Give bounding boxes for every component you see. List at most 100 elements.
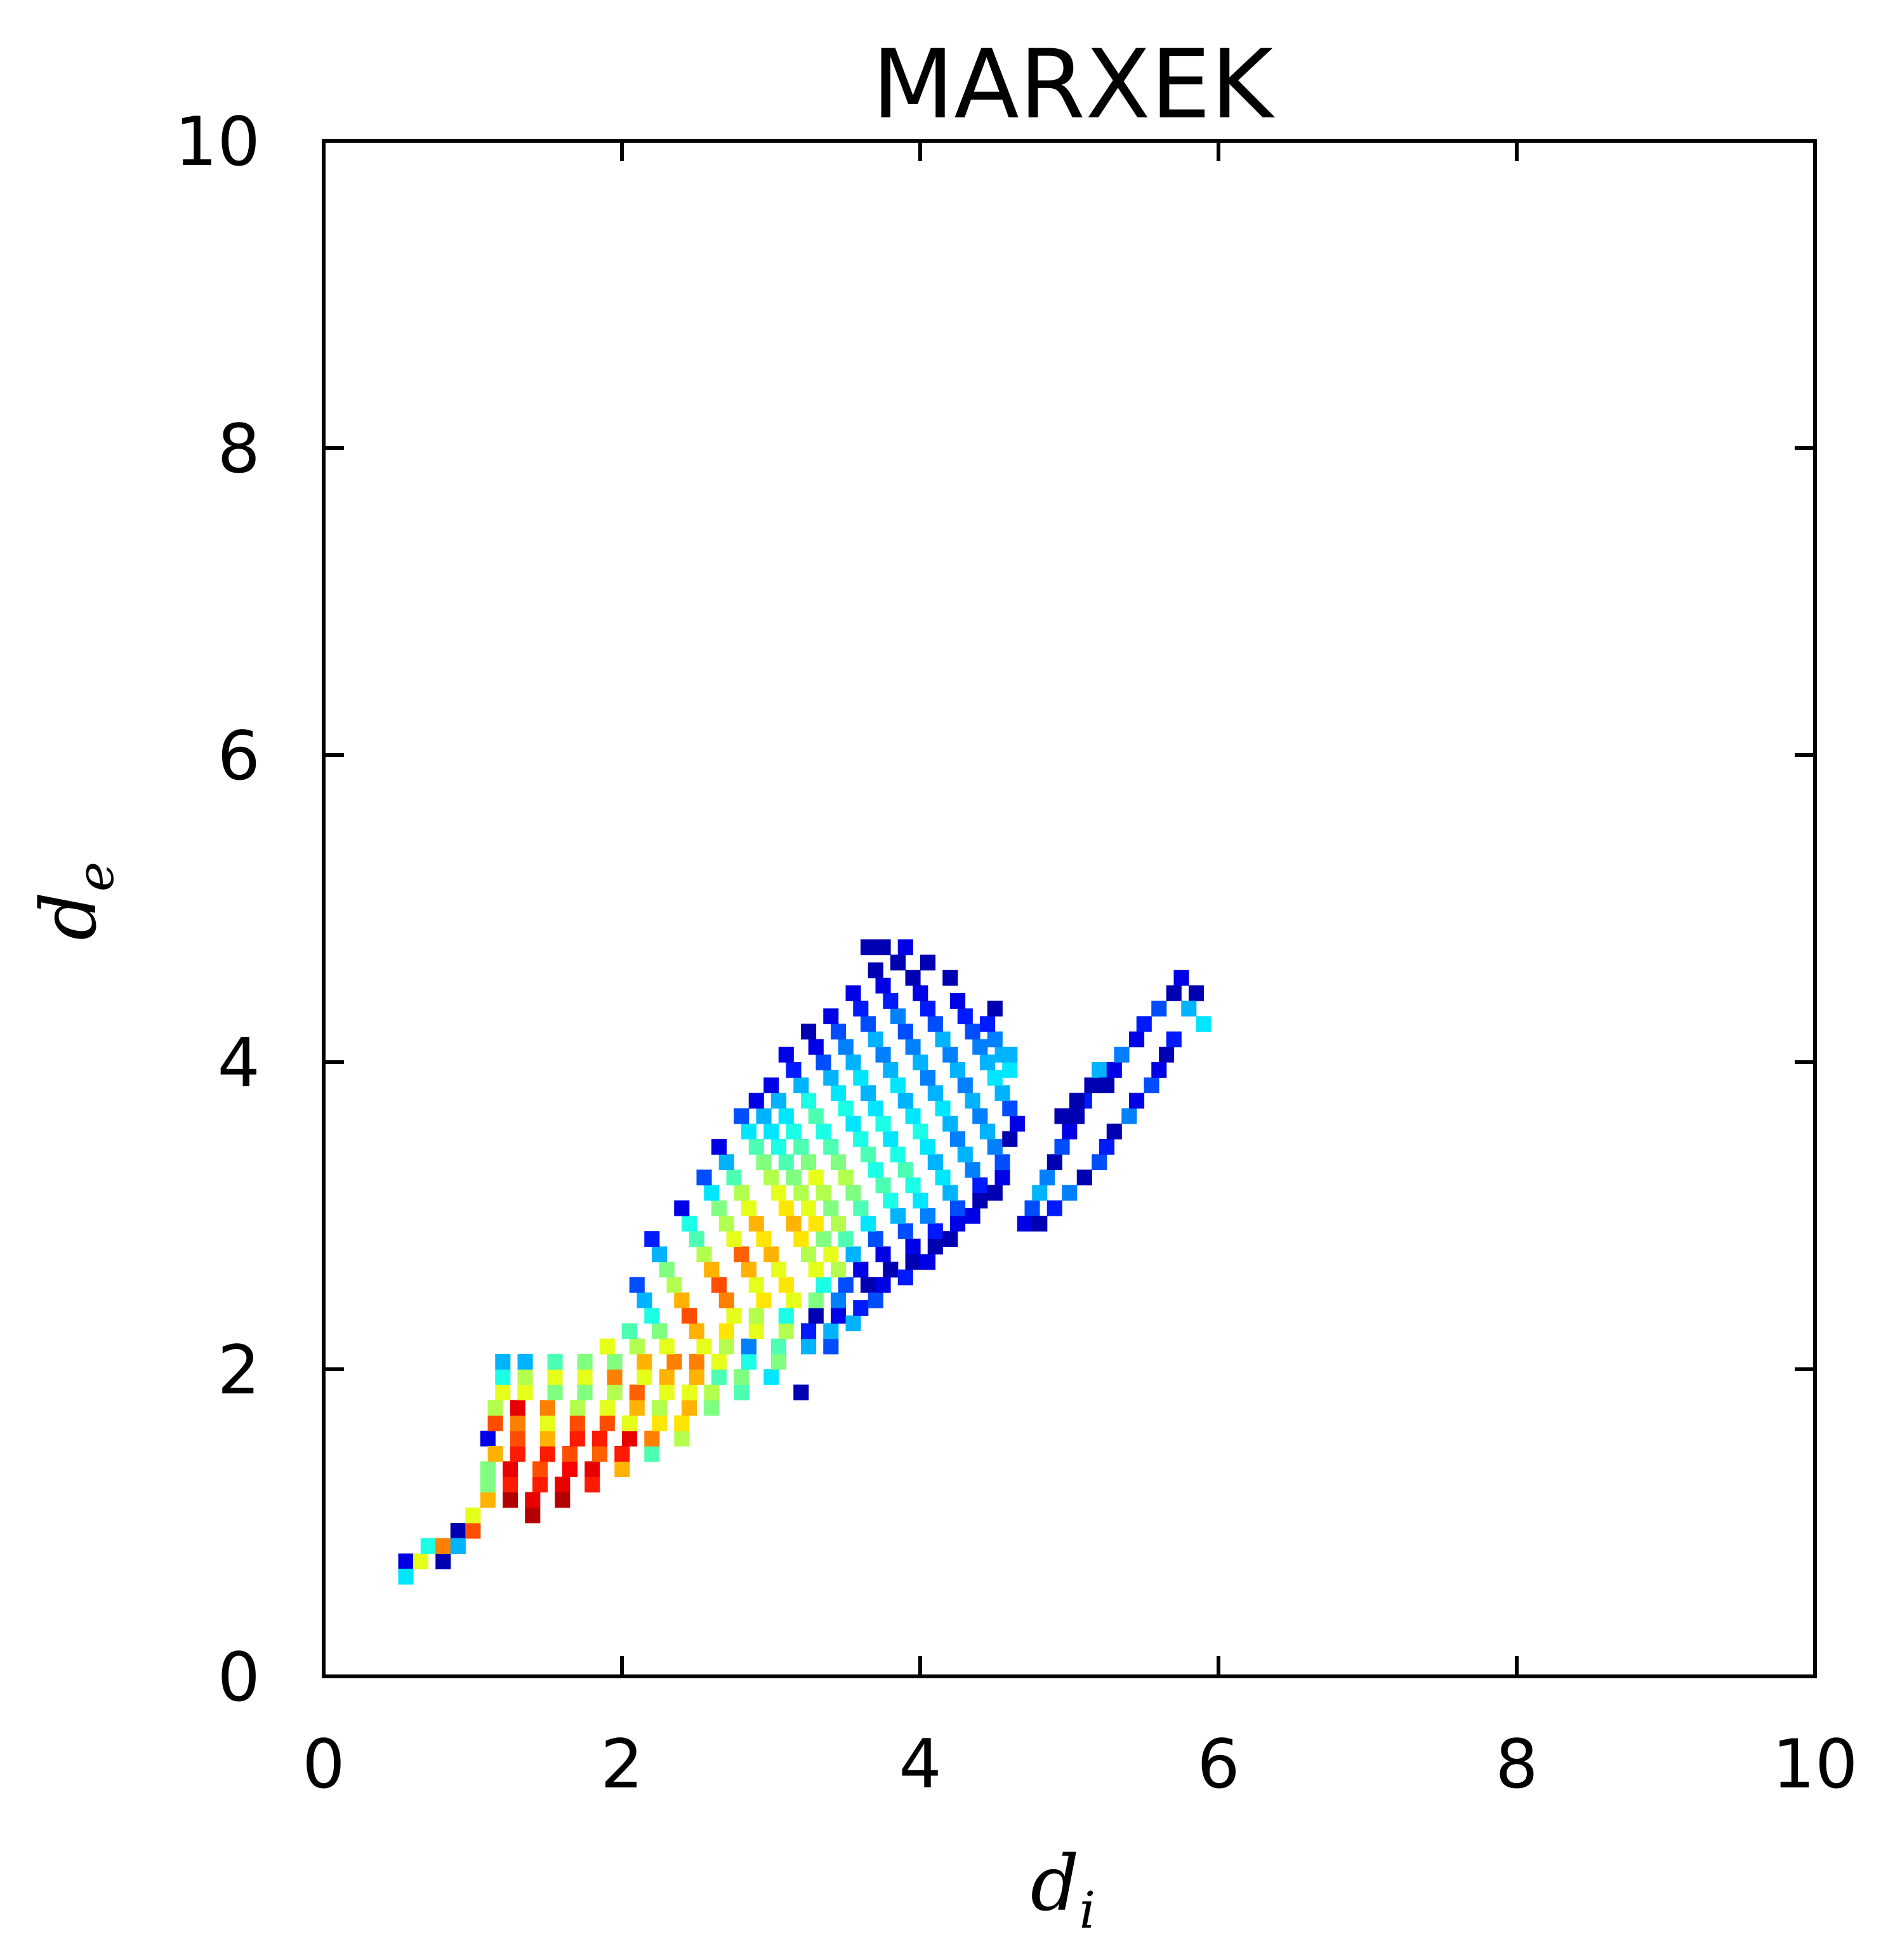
heatmap-cell [696,1338,712,1355]
heatmap-cell [786,1292,802,1308]
heatmap-cell [510,1446,525,1462]
y-axis-label-sub: e [66,862,125,891]
heatmap-cell [622,1323,638,1339]
heatmap-cell [972,1108,988,1124]
heatmap-cell [808,1169,824,1186]
heatmap-cell [682,1216,697,1232]
heatmap-cell [927,1154,943,1170]
heatmap-cell [734,1185,749,1201]
heatmap-cell [786,1123,802,1140]
heatmap-cell [607,1384,623,1400]
heatmap-cell [659,1261,675,1278]
heatmap-cell [487,1446,503,1462]
heatmap-cell [1189,985,1205,1001]
heatmap-cell [897,1223,913,1239]
heatmap-cell [778,1108,794,1124]
heatmap-cell [748,1308,764,1324]
heatmap-cell [801,1323,817,1339]
heatmap-cell [875,1177,891,1194]
heatmap-cell [682,1308,697,1324]
heatmap-cell [682,1400,697,1416]
heatmap-cell [622,1430,638,1447]
heatmap-cell [674,1292,690,1308]
heatmap-cell [920,1139,936,1155]
heatmap-cell [584,1477,600,1493]
heatmap-cell [845,1246,861,1263]
heatmap-cell [987,1185,1003,1201]
heatmap-cell [562,1461,578,1477]
heatmap-cell [1106,1123,1122,1140]
heatmap-cell [920,1070,936,1086]
heatmap-cell [614,1461,630,1477]
heatmap-cell [689,1231,704,1247]
heatmap-cell [793,1139,809,1155]
heatmap-cell [883,1131,899,1147]
heatmap-cell [629,1277,645,1293]
heatmap-cell [682,1384,697,1400]
heatmap-cell [480,1430,496,1447]
heatmap-cell [778,1154,794,1170]
y-tick-label: 6 [218,717,260,795]
heatmap-cell [875,1277,891,1293]
heatmap-cell [897,1023,913,1040]
heatmap-cell [801,1338,817,1355]
heatmap-cell [711,1353,727,1370]
heatmap-cell [897,1093,913,1109]
heatmap-cell [823,1246,839,1263]
x-tick-label: 10 [1772,1725,1858,1803]
heatmap-cell [659,1384,675,1400]
heatmap-cell [868,1162,883,1178]
heatmap-cell [875,939,891,956]
heatmap-cell [778,1200,794,1216]
heatmap-cell [786,1062,802,1078]
heatmap-cell [994,1169,1010,1186]
heatmap-cell [517,1384,533,1400]
heatmap-cell [480,1492,496,1508]
heatmap-cell [1151,1062,1167,1078]
heatmap-cell [927,1239,943,1255]
heatmap-cell [808,1039,824,1055]
heatmap-cell [853,1261,869,1278]
heatmap-cell [1069,1093,1085,1109]
heatmap-cell [905,1108,921,1124]
heatmap-cell [950,993,966,1009]
heatmap-cell [845,1315,861,1332]
heatmap-cell [883,1062,899,1078]
heatmap-cell [883,1261,899,1278]
heatmap-cell [734,1384,749,1400]
heatmap-cell [398,1553,414,1570]
heatmap-cell [517,1369,533,1385]
heatmap-cell [689,1369,704,1385]
heatmap-cell [734,1246,749,1263]
heatmap-cell [756,1231,772,1247]
heatmap-cell [652,1400,668,1416]
heatmap-cell [778,1046,794,1063]
heatmap-cell [1173,970,1189,986]
heatmap-cell [718,1154,734,1170]
heatmap-cell [741,1123,757,1140]
heatmap-cell [450,1538,466,1554]
heatmap-cell [652,1415,668,1431]
heatmap-cell [831,1261,847,1278]
heatmap-cell [897,1162,913,1178]
heatmap-cell [644,1308,660,1324]
heatmap-cell [831,1085,847,1102]
heatmap-cell [718,1216,734,1232]
heatmap-cell [480,1477,496,1493]
heatmap-cell [644,1446,660,1462]
heatmap-cell [1062,1123,1078,1140]
heatmap-cell [577,1384,593,1400]
heatmap-cell [823,1200,839,1216]
heatmap-cell [741,1353,757,1370]
heatmap-cell [950,1216,966,1232]
heatmap-cell [577,1369,593,1385]
heatmap-cell [778,1308,794,1324]
heatmap-cell [659,1369,675,1385]
heatmap-cell [845,1054,861,1070]
heatmap-cell [808,1216,824,1232]
heatmap-cell [875,1246,891,1263]
heatmap-cell [517,1353,533,1370]
heatmap-cell [726,1169,742,1186]
heatmap-cell [913,1192,928,1209]
heatmap-cell [815,1231,831,1247]
